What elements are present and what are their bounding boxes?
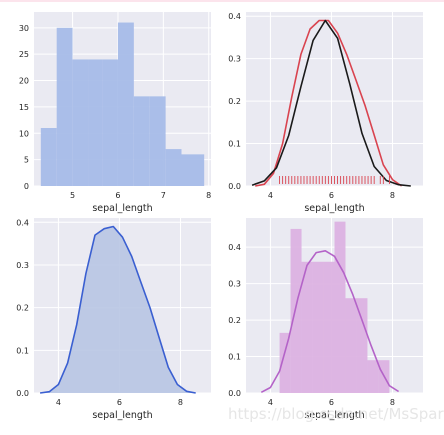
histogram-bar (181, 154, 205, 186)
y-tick-label: 0.0 (228, 389, 241, 398)
x-tick-label: 5 (70, 191, 75, 200)
histogram-bar (345, 298, 357, 393)
watermark-text: https://blog.csdn.net/MsSpark (228, 405, 444, 423)
top-border-line (0, 0, 444, 2)
histogram-bar (149, 96, 166, 186)
histogram-bar (323, 261, 335, 393)
kde-curve (260, 250, 400, 394)
y-tick-label: 30 (19, 24, 29, 33)
histogram-bar (88, 59, 103, 186)
y-tick-label: 0.2 (16, 304, 29, 313)
y-tick-label: 0 (24, 182, 29, 191)
x-axis-label: sepal_length (304, 410, 364, 421)
histogram-bar (165, 149, 182, 186)
y-tick-label: 0.4 (16, 218, 29, 227)
histogram-bar (133, 96, 150, 186)
y-tick-label: 15 (19, 103, 29, 112)
y-tick-label: 0.3 (228, 55, 241, 64)
y-tick-label: 25 (19, 50, 29, 59)
x-tick-label: 8 (206, 191, 211, 200)
y-tick-label: 0.1 (228, 353, 241, 362)
histogram-bar (356, 298, 368, 393)
y-tick-label: 0.0 (228, 182, 241, 191)
y-tick-label: 0.4 (228, 12, 241, 21)
y-tick-label: 0.1 (228, 140, 241, 149)
histogram-bar (117, 22, 134, 186)
histogram-bar (367, 360, 379, 393)
histogram-bar (334, 221, 346, 393)
x-tick-label: 6 (117, 398, 122, 407)
y-tick-label: 0.0 (16, 389, 29, 398)
x-axis-label: sepal_length (304, 203, 364, 214)
kde-curve (255, 19, 403, 187)
kde-curve (39, 225, 196, 394)
x-tick-label: 8 (178, 398, 183, 407)
x-tick-label: 8 (390, 191, 395, 200)
x-tick-label: 8 (390, 398, 395, 407)
y-tick-label: 0.4 (228, 243, 241, 252)
histogram-bar (72, 59, 89, 186)
x-tick-label: 4 (268, 398, 273, 407)
x-axis-label: sepal_length (92, 410, 152, 421)
y-tick-label: 0.1 (16, 346, 29, 355)
kde-curve (251, 19, 411, 187)
histogram-bar (290, 228, 302, 393)
subplot-bottom-right: 0.0 0.1 0.2 0.3 0.4 4 6 8 sepal_length (228, 218, 423, 421)
subplot-bottom-left: 0.0 0.1 0.2 0.3 0.4 4 6 8 sepal_length (16, 218, 211, 421)
histogram-bar (279, 332, 291, 393)
histogram-bar (301, 261, 313, 393)
y-tick-label: 20 (19, 77, 29, 86)
plot-area (246, 12, 423, 186)
histogram-bar (40, 128, 57, 186)
x-tick-label: 4 (268, 191, 273, 200)
subplot-top-right: 0.0 0.1 0.2 0.3 0.4 4 6 8 sepal_length (228, 12, 423, 214)
x-tick-label: 6 (329, 191, 334, 200)
x-tick-label: 6 (329, 398, 334, 407)
y-tick-label: 5 (24, 156, 29, 165)
subplot-top-left: 0 5 10 15 20 25 30 5 6 7 8 sepal_length (19, 12, 211, 214)
histogram-bar (102, 59, 118, 186)
histogram-bar (312, 261, 324, 393)
histogram-bar (56, 27, 73, 187)
x-axis-label: sepal_length (92, 203, 152, 214)
y-tick-label: 10 (19, 129, 29, 138)
y-tick-label: 0.3 (228, 280, 241, 289)
kde-shaded-area (40, 226, 196, 393)
y-tick-label: 0.2 (228, 97, 241, 106)
x-tick-label: 4 (56, 398, 61, 407)
x-tick-label: 6 (115, 191, 120, 200)
x-tick-label: 7 (161, 191, 166, 200)
y-tick-label: 0.2 (228, 316, 241, 325)
y-tick-label: 0.3 (16, 261, 29, 270)
